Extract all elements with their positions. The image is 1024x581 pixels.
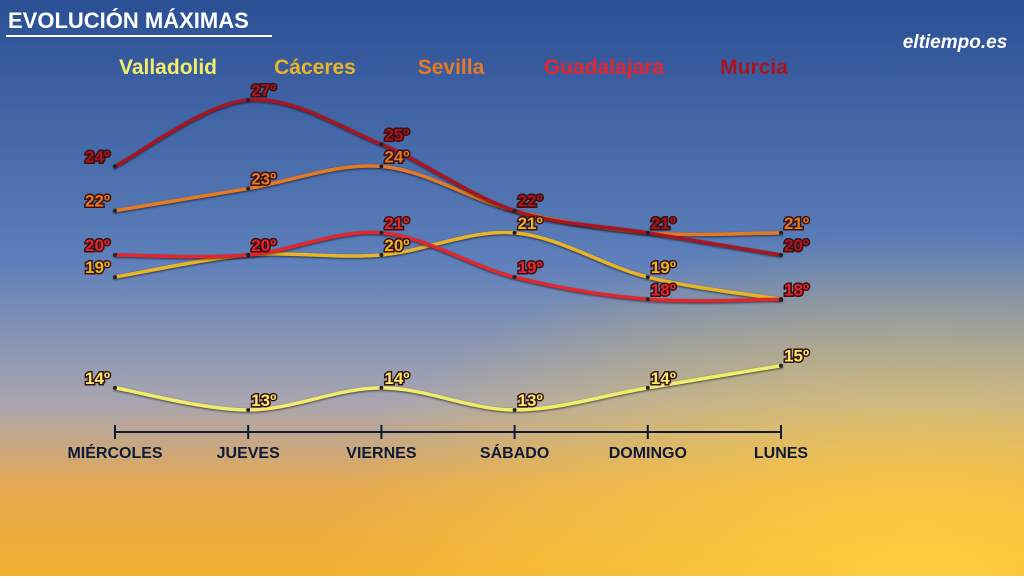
point [512,230,517,235]
series-line [113,97,783,257]
point [246,98,251,102]
value-label: 20º [251,236,276,255]
value-label: 22º [85,192,110,211]
point [779,297,783,302]
point [113,385,117,390]
point [113,208,117,213]
point [379,142,384,147]
x-tick-label: SÁBADO [480,443,549,462]
value-label: 14º [651,369,676,388]
point [512,408,517,412]
point [113,253,117,257]
point [645,275,650,280]
value-label: 21º [384,214,409,233]
point [512,208,517,213]
point [779,363,783,368]
legend-entry: Valladolid [119,56,217,79]
point [379,230,384,235]
value-label: 21º [784,214,809,233]
legend-entry: Sevilla [418,56,485,79]
value-label: 18º [784,280,809,299]
chart-title: EVOLUCIÓN MÁXIMAS [8,8,249,33]
value-label: 21º [518,214,543,233]
point [379,385,384,390]
value-label: 19º [651,258,676,277]
value-label: 19º [518,258,543,277]
brand-logo: eltiempo.es [903,32,1008,53]
value-label: 21º [651,214,676,233]
legend-entry: Cáceres [274,56,356,79]
value-label: 20º [85,236,110,255]
legend-entry: Murcia [720,56,788,79]
series-line [113,363,783,412]
point [779,230,783,235]
value-label: 13º [251,391,276,410]
point [645,297,650,302]
x-tick-label: VIERNES [346,445,417,462]
legend-entry: Guadalajara [544,56,665,79]
x-tick-label: JUEVES [217,445,280,462]
value-label: 24º [85,147,110,166]
value-label: 22º [518,192,543,211]
value-label: 22º [518,192,543,211]
point [779,253,783,257]
point [379,164,384,169]
value-label: 15º [784,347,809,366]
value-label: 21º [651,214,676,233]
point [645,385,650,390]
value-label: 14º [85,369,110,388]
x-tick-label: MIÉRCOLES [67,443,162,462]
series-line [113,230,783,303]
value-label: 24º [384,147,409,166]
x-tick-label: LUNES [754,445,809,462]
point [246,408,251,412]
value-label: 13º [518,391,543,410]
point [246,186,251,191]
value-label: 19º [85,258,110,277]
point [113,164,117,169]
point [113,275,117,280]
value-label: 20º [784,236,809,255]
point [246,253,251,257]
value-label: 14º [384,369,409,388]
point [512,275,517,280]
x-tick-label: DOMINGO [609,445,687,462]
value-label: 27º [251,81,276,100]
value-label: 18º [651,280,676,299]
point [379,253,384,257]
point [645,230,650,235]
value-label: 25º [384,125,409,144]
value-label: 23º [251,170,276,189]
value-label: 18º [784,280,809,299]
value-label: 20º [384,236,409,255]
value-label: 20º [251,236,276,255]
